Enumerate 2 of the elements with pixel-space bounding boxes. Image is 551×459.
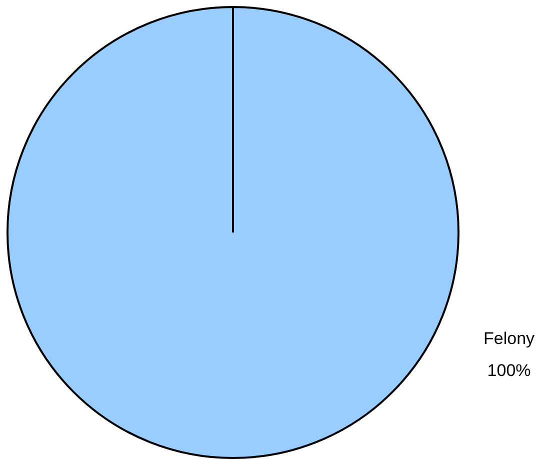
data-label: 100% (487, 361, 531, 380)
slice-label: Felony (484, 329, 536, 348)
